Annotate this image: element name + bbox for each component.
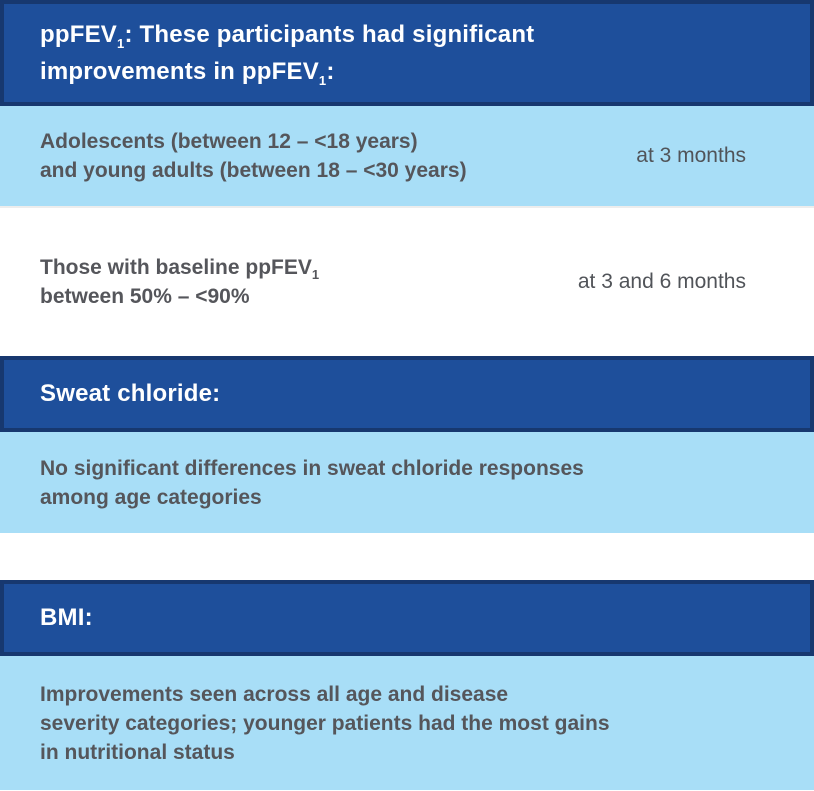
section-spacer <box>0 533 814 580</box>
sweat-chloride-section: Sweat chloride: No significant differenc… <box>0 356 814 533</box>
ppfev-subscript: 1 <box>311 267 320 283</box>
sweat-chloride-section-header: Sweat chloride: <box>0 356 814 432</box>
ppfev-header-line2-rest: : <box>326 58 335 85</box>
age-groups-line2: and young adults (between 18 – <30 years… <box>40 159 467 182</box>
age-groups-row: Adolescents (between 12 – <18 years) and… <box>0 106 814 206</box>
ppfev-subscript: 1 <box>318 72 327 88</box>
baseline-ppfev-line2: between 50% – <90% <box>40 285 250 308</box>
sweat-chloride-description: No significant differences in sweat chlo… <box>0 454 814 512</box>
ppfev-section: ppFEV1: These participants had significa… <box>0 0 814 356</box>
age-groups-line1: Adolescents (between 12 – <18 years) <box>40 130 418 153</box>
ppfev-header-line2-text: improvements in ppFEV <box>40 58 319 85</box>
baseline-ppfev-line1-text: Those with baseline ppFEV <box>40 256 312 279</box>
bmi-row: Improvements seen across all age and dis… <box>0 656 814 790</box>
age-groups-description: Adolescents (between 12 – <18 years) and… <box>0 127 554 185</box>
bmi-section-header: BMI: <box>0 580 814 656</box>
sweat-chloride-row: No significant differences in sweat chlo… <box>0 432 814 533</box>
bmi-line3: in nutritional status <box>40 740 235 764</box>
ppfev-section-header: ppFEV1: These participants had significa… <box>0 0 814 106</box>
bmi-header-text: BMI: <box>40 604 93 631</box>
ppfev-header-line2: improvements in ppFEV1: <box>40 53 810 90</box>
baseline-ppfev-line1: Those with baseline ppFEV1 <box>40 253 554 282</box>
age-groups-timing: at 3 months <box>636 144 746 167</box>
bmi-section: BMI: Improvements seen across all age an… <box>0 580 814 790</box>
ppfev-subscript: 1 <box>117 35 125 51</box>
ppfev-header-line1-rest: : These participants had significant <box>124 21 535 48</box>
ppfev-header-line1-text: ppFEV <box>40 21 117 48</box>
sweat-chloride-line1: No significant differences in sweat chlo… <box>40 456 584 480</box>
baseline-ppfev-description: Those with baseline ppFEV1 between 50% –… <box>0 253 554 311</box>
bmi-line1: Improvements seen across all age and dis… <box>40 682 509 706</box>
bmi-description: Improvements seen across all age and dis… <box>0 680 814 767</box>
sweat-chloride-line2: among age categories <box>40 485 262 509</box>
baseline-ppfev-row: Those with baseline ppFEV1 between 50% –… <box>0 206 814 356</box>
sweat-chloride-header-text: Sweat chloride: <box>40 380 221 407</box>
baseline-ppfev-timing: at 3 and 6 months <box>577 270 746 293</box>
ppfev-header-line1: ppFEV1: These participants had significa… <box>40 16 810 53</box>
bmi-line2: severity categories; younger patients ha… <box>40 711 610 735</box>
